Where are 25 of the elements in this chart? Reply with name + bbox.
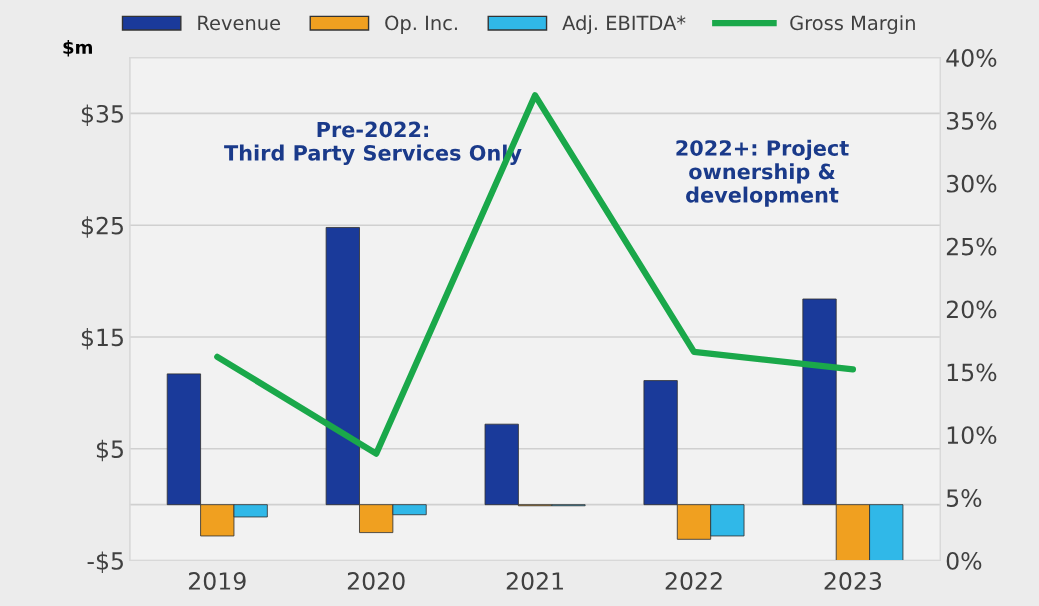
y2-tick-label: 15% [947, 363, 997, 382]
y-tick-label: -$5 [87, 551, 123, 573]
x-tick-label: 2023 [824, 572, 882, 590]
legend-label: Adj. EBITDA* [562, 15, 686, 35]
y-tick-label: $15 [81, 328, 123, 350]
y2-tick-label: 40% [946, 49, 997, 67]
y2-tick-label: 30% [946, 174, 997, 193]
y-axis-title: $m [63, 40, 92, 57]
x-tick-label: 2020 [347, 572, 405, 590]
y-tick-label: $5 [96, 439, 123, 462]
legend-label: Revenue [198, 15, 281, 31]
y2-tick-label: 25% [946, 237, 997, 256]
x-tick-label: 2021 [506, 572, 563, 590]
y2-tick-label: 20% [946, 300, 997, 319]
y2-tick-label: 35% [946, 111, 997, 130]
y-tick-label: $25 [81, 216, 123, 238]
y2-tick-label: 10% [947, 426, 997, 445]
y2-tick-label: 0% [946, 552, 982, 570]
y-tick-label: $35 [81, 104, 123, 126]
legend-label: Gross Margin [790, 15, 915, 35]
x-tick-label: 2019 [188, 572, 246, 590]
x-tick-label: 2022 [665, 572, 722, 590]
annotation: 2022+: Project ownership & development [676, 139, 849, 207]
legend-label: Op. Inc. [385, 15, 457, 35]
y2-tick-label: 5% [946, 489, 982, 507]
